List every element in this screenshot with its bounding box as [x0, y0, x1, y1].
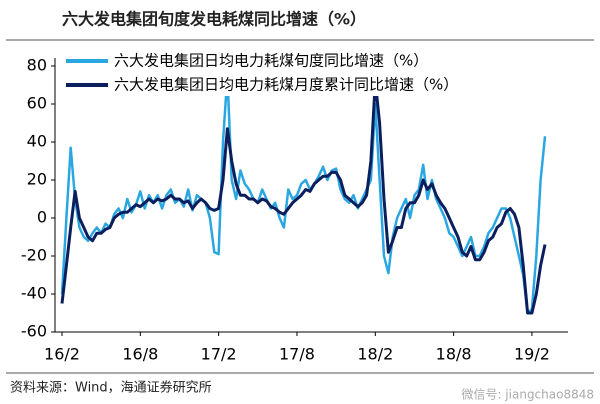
x-tick-label: 17/8 [279, 345, 315, 364]
y-tick-label: -60 [21, 322, 47, 341]
legend-box [62, 50, 562, 96]
y-tick-label: -20 [21, 246, 47, 265]
chart-title: 六大发电集团旬度发电耗煤同比增速（%） [62, 10, 366, 29]
plot: -60 -40 -20 0 20 40 60 80 16/2 16/8 17/2 17/8 18/2 18… [21, 50, 568, 364]
y-tick-label: 20 [27, 170, 47, 189]
x-tick-label: 19/2 [514, 345, 550, 364]
y-tick-label: 0 [37, 208, 47, 227]
x-tick-label: 17/2 [201, 345, 237, 364]
watermark: 微信号: jiangchao8848 [461, 388, 594, 402]
series-line [60, 79, 547, 315]
legend-label: 六大发电集团日均电力耗煤旬度同比增速（%） [114, 52, 428, 70]
x-tick-label: 16/8 [122, 345, 158, 364]
y-tick-label: 60 [27, 94, 47, 113]
series-line [60, 74, 547, 315]
y-tick-label: 80 [27, 56, 47, 75]
y-tick-label: -40 [21, 284, 47, 303]
y-tick-label: 40 [27, 132, 47, 151]
source: 资料来源：Wind，海通证券研究所 [10, 380, 212, 396]
x-tick-label: 18/2 [357, 345, 393, 364]
legend-label: 六大发电集团日均电力耗煤月度累计同比增速（%） [114, 76, 458, 94]
x-tick-label: 18/8 [436, 345, 472, 364]
x-tick-label: 16/2 [44, 345, 80, 364]
